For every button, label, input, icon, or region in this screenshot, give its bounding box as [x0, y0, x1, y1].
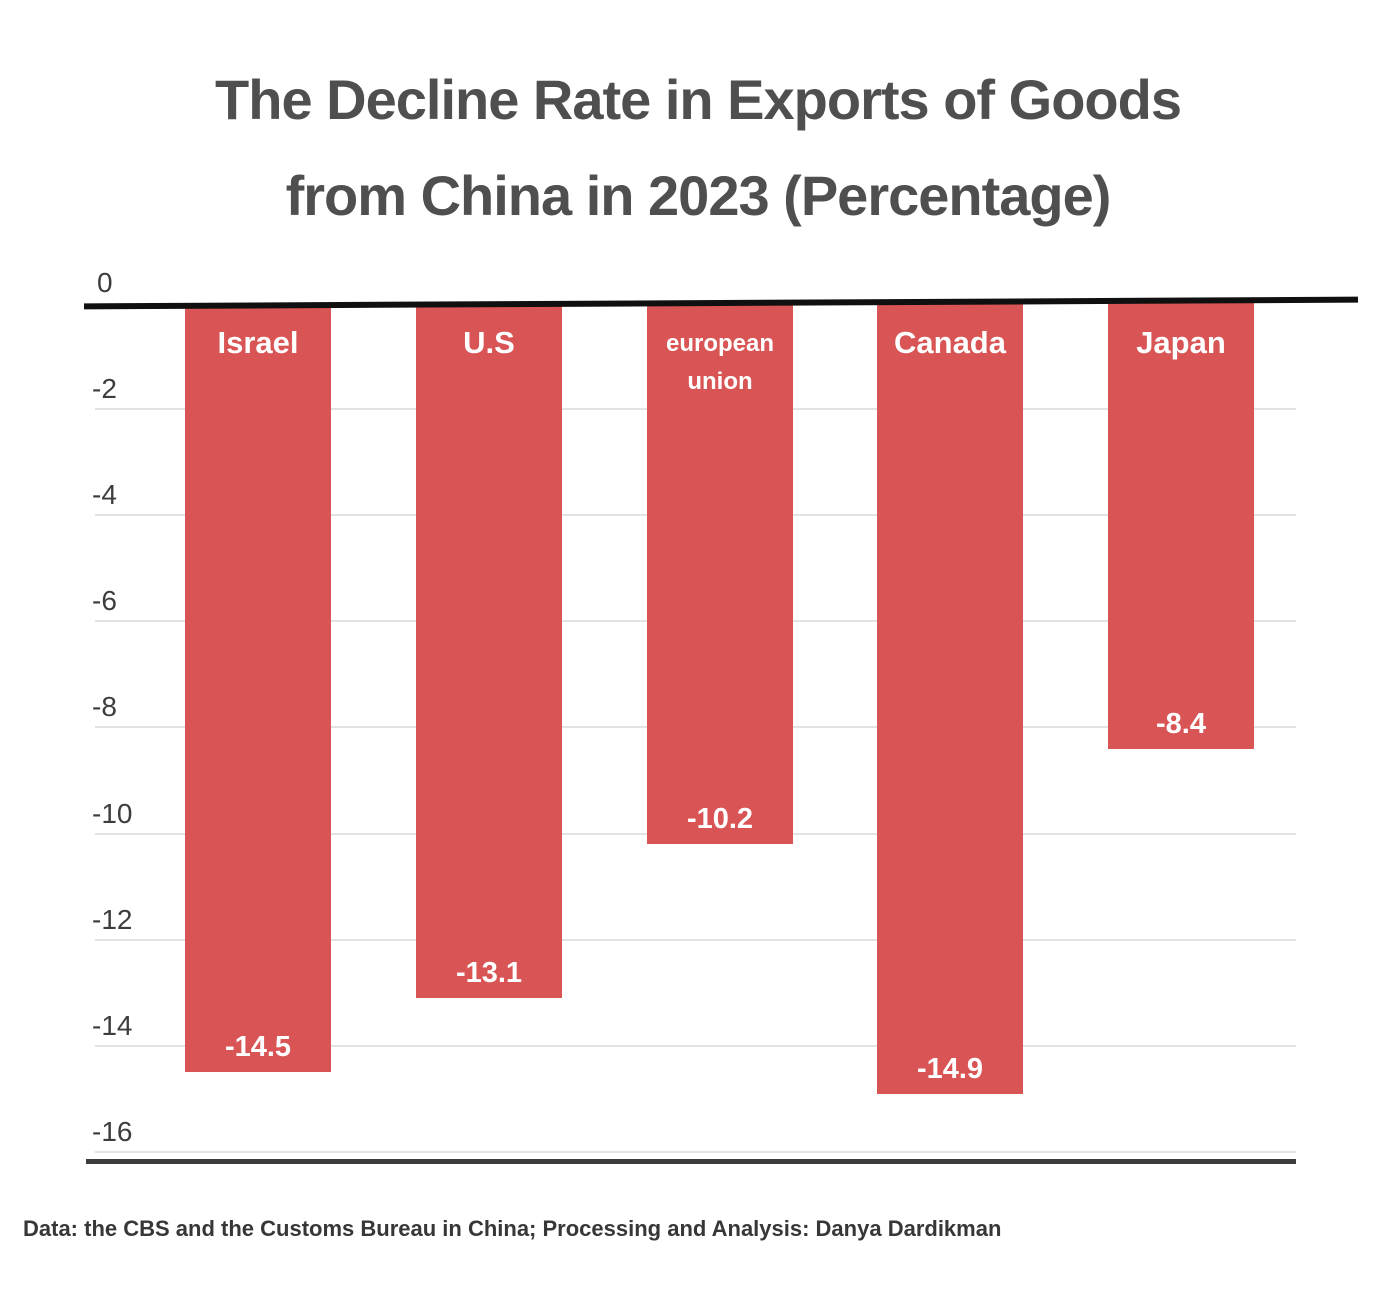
- y-gridline: [95, 1045, 1296, 1047]
- chart-title: The Decline Rate in Exports of Goods fro…: [0, 52, 1396, 244]
- bar-category-label: Japan: [1136, 325, 1226, 360]
- y-axis-tick-label: 0: [97, 267, 113, 298]
- bar-value-label: -10.2: [686, 803, 754, 835]
- y-axis-tick-label: -12: [92, 904, 133, 935]
- chart-title-line1: The Decline Rate in Exports of Goods: [215, 68, 1182, 131]
- data-bar-u.s: U.S -13.1: [416, 303, 562, 998]
- bar-category-label: Israel: [217, 325, 299, 360]
- bar-category-label: Canada: [894, 325, 1006, 360]
- y-axis-tick-label: -2: [92, 373, 117, 404]
- chart-title-line2: from China in 2023 (Percentage): [285, 164, 1112, 227]
- bar-value-label: -14.9: [916, 1053, 984, 1085]
- data-bar-canada: Canada -14.9: [877, 303, 1023, 1094]
- source-note: Data: the CBS and the Customs Bureau in …: [23, 1216, 1002, 1241]
- y-axis-tick-label: -14: [92, 1010, 133, 1041]
- bar-category-label: U.S: [463, 325, 515, 360]
- y-axis-tick-label: -4: [92, 479, 117, 510]
- data-bar-european-union: european union -10.2: [647, 303, 793, 844]
- data-bar-israel: Israel -14.5: [185, 303, 331, 1072]
- chart-bottom-border: [86, 1159, 1296, 1164]
- y-axis-tick-label: -16: [92, 1116, 133, 1147]
- data-bar-japan: Japan -8.4: [1108, 303, 1254, 749]
- y-gridline: [95, 939, 1296, 941]
- y-axis-tick-label: -10: [92, 798, 133, 829]
- bar-category-label: european union: [665, 330, 775, 395]
- y-axis-tick-label: -6: [92, 585, 117, 616]
- bar-value-label: -14.5: [224, 1031, 292, 1063]
- y-axis-tick-label: -8: [92, 691, 117, 722]
- bar-value-label: -8.4: [1156, 708, 1206, 740]
- bar-value-label: -13.1: [455, 957, 523, 989]
- y-gridline: [95, 1151, 1296, 1153]
